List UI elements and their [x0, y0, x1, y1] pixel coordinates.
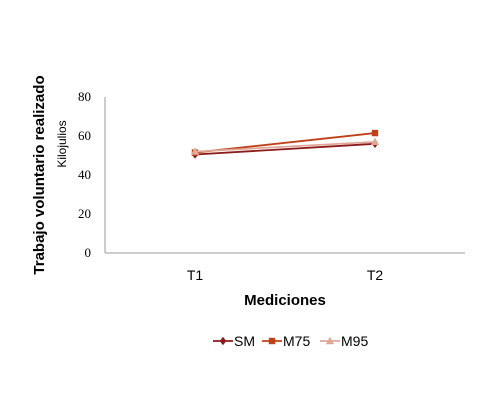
legend-item: M75: [262, 333, 310, 349]
diamond-marker: [219, 336, 227, 346]
legend-label: SM: [234, 333, 255, 349]
series-line: [194, 142, 376, 156]
y-tick-labels: 0 20 40 60 80: [78, 89, 91, 260]
legend-item: SM: [213, 333, 255, 349]
y-tick-label: 40: [78, 167, 91, 182]
x-tick-labels: T1 T2: [187, 267, 384, 283]
x-tick-label: T2: [367, 267, 384, 283]
series-m95: [190, 137, 380, 155]
legend-item: M95: [320, 333, 368, 349]
triangle-marker: [325, 336, 335, 345]
x-tick-label: T1: [187, 267, 204, 283]
y-tick-label: 20: [78, 206, 91, 221]
y-tick-label: 60: [78, 128, 91, 143]
legend-label: M95: [341, 333, 368, 349]
axes: [104, 97, 465, 254]
triangle-marker: [370, 137, 380, 146]
y-axis-subtitle: Kilojulios: [55, 120, 69, 167]
legend-label: M75: [283, 333, 310, 349]
legend: SM M75 M95: [213, 333, 368, 349]
series-layer: [190, 129, 380, 159]
y-axis-title: Trabajo voluntario realizado: [31, 75, 48, 274]
x-axis-title: Mediciones: [244, 292, 326, 309]
triangle-marker: [190, 147, 200, 155]
series-line: [194, 140, 376, 153]
square-marker: [371, 129, 379, 137]
y-tick-label: 0: [85, 245, 92, 260]
square-marker: [268, 337, 276, 345]
y-tick-label: 80: [78, 89, 91, 104]
